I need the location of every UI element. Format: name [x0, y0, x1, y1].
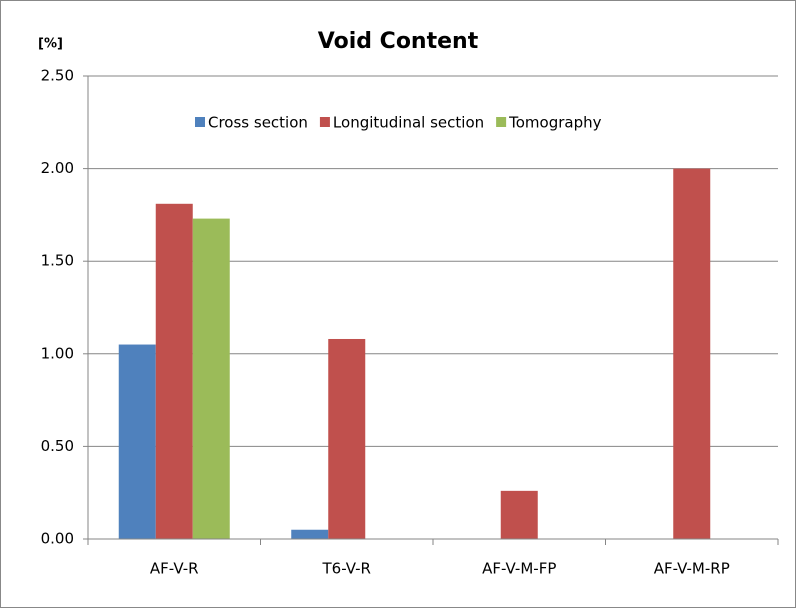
legend-swatch — [195, 117, 205, 127]
legend-label: Cross section — [208, 114, 308, 132]
bar — [673, 168, 711, 539]
bar — [291, 529, 329, 539]
legend-swatch — [496, 117, 507, 127]
x-tick-label: AF-V-M-RP — [654, 560, 730, 578]
bar — [500, 490, 538, 539]
bar — [155, 203, 193, 539]
legend-label: Longitudinal section — [333, 114, 484, 132]
x-tick-label: AF-V-M-FP — [482, 560, 556, 578]
y-tick-label: 0.00 — [41, 530, 74, 548]
bar — [118, 344, 156, 539]
chart-title: Void Content — [318, 29, 479, 54]
legend-swatch — [319, 117, 330, 127]
y-tick-label: 1.50 — [41, 252, 74, 270]
legend-label: Tomography — [508, 114, 601, 132]
bar — [192, 218, 230, 539]
y-axis-label: [%] — [38, 37, 63, 52]
y-tick-label: 0.50 — [41, 437, 74, 455]
x-tick-label: AF-V-R — [150, 560, 199, 578]
y-tick-label: 2.50 — [41, 67, 74, 85]
y-tick-label: 1.00 — [41, 344, 74, 362]
bar — [328, 338, 366, 539]
x-tick-label: T6-V-R — [322, 560, 371, 578]
y-tick-label: 2.00 — [41, 159, 74, 177]
